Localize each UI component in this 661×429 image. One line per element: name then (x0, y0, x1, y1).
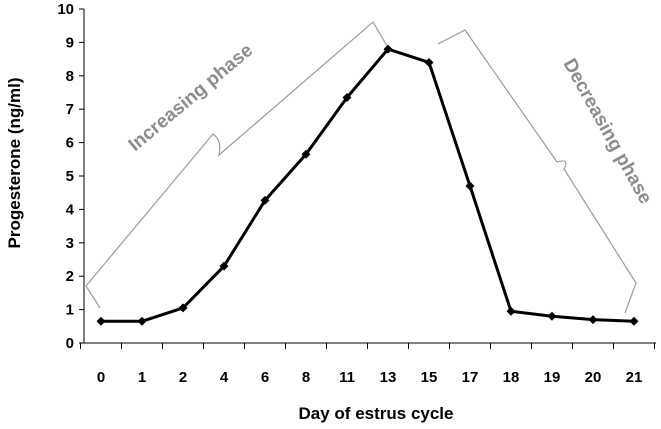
y-tick-label: 5 (66, 168, 74, 185)
x-tick-label: 15 (421, 369, 438, 386)
increasing-phase-bracket (85, 21, 388, 309)
x-tick-label: 0 (97, 369, 105, 386)
x-tick-label: 11 (339, 369, 355, 386)
y-tick-label: 9 (66, 34, 74, 51)
y-tick-label: 2 (66, 268, 74, 285)
data-point (383, 44, 393, 54)
decreasing-phase-bracket (437, 29, 637, 314)
x-tick-label: 19 (544, 369, 561, 386)
x-ticks: 0 1 2 4 6 8 11 13 15 17 18 19 20 21 (80, 343, 655, 386)
data-point (465, 181, 475, 191)
x-tick-label: 17 (462, 369, 479, 386)
data-point (137, 316, 147, 326)
progesterone-series-line (101, 47, 635, 323)
x-tick-label: 2 (179, 369, 187, 386)
data-point (96, 316, 106, 326)
phase-brackets (85, 21, 637, 314)
x-tick-label: 13 (380, 369, 397, 386)
data-point (342, 93, 352, 103)
data-markers (96, 44, 639, 326)
y-tick-label: 0 (66, 335, 74, 352)
y-tick-label: 8 (66, 68, 74, 85)
data-point (301, 149, 311, 159)
y-tick-label: 6 (66, 135, 74, 152)
data-point (219, 261, 229, 271)
x-axis-label: Day of estrus cycle (299, 404, 454, 423)
x-tick-label: 1 (138, 369, 146, 386)
x-tick-label: 8 (302, 369, 310, 386)
y-axis-label: Progesterone (ng/ml) (5, 78, 24, 249)
y-tick-label: 1 (66, 302, 74, 319)
decreasing-phase-label: Decreasing phase (559, 55, 656, 207)
x-tick-label: 6 (261, 369, 269, 386)
data-point (424, 57, 434, 67)
y-tick-label: 7 (66, 101, 74, 118)
data-point (629, 316, 639, 326)
x-tick-label: 21 (626, 369, 643, 386)
y-tick-label: 3 (66, 235, 74, 252)
x-tick-label: 18 (503, 369, 520, 386)
x-tick-label: 20 (585, 369, 602, 386)
y-ticks: 0 1 2 3 4 5 6 7 8 9 10 (57, 1, 84, 352)
data-point (178, 303, 188, 313)
data-point (506, 306, 516, 316)
data-point (588, 315, 598, 325)
y-tick-label: 10 (57, 1, 74, 18)
y-tick-label: 4 (66, 201, 75, 218)
data-point (260, 195, 270, 205)
data-point (547, 311, 557, 321)
x-tick-label: 4 (220, 369, 229, 386)
